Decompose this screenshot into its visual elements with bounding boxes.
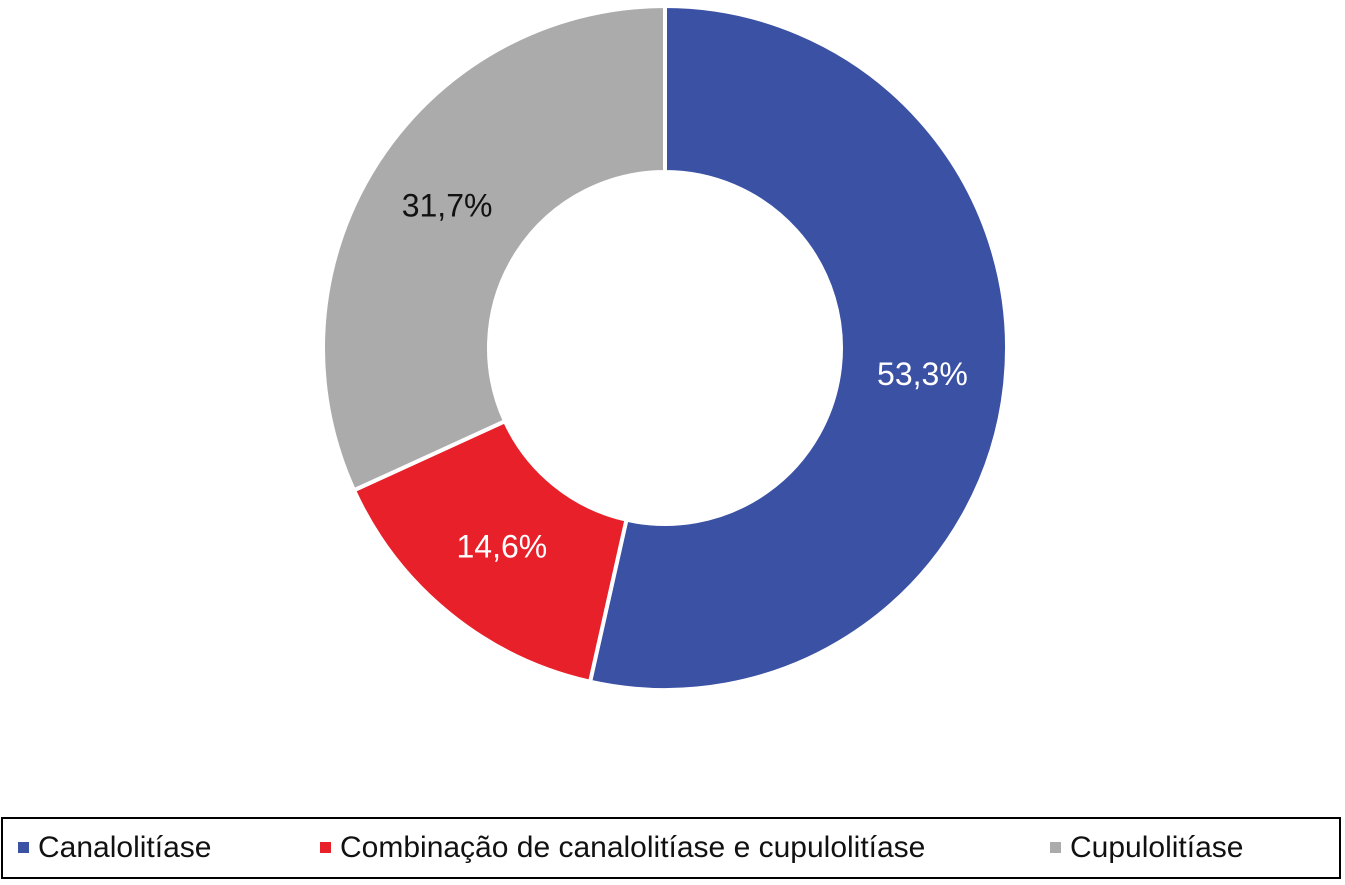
legend-label: Canalolitíase <box>38 831 211 864</box>
legend-marker <box>320 842 331 853</box>
donut-slice <box>321 3 667 493</box>
legend-label: Cupulolitíase <box>1070 831 1243 864</box>
legend-marker <box>1050 842 1061 853</box>
legend-label: Combinação de canalolitíase e cupulolití… <box>340 831 925 864</box>
donut-slice <box>587 3 1009 692</box>
data-label: 14,6% <box>457 529 548 565</box>
legend-box <box>1 817 1341 879</box>
data-label: 31,7% <box>402 187 493 223</box>
data-label: 53,3% <box>877 356 968 392</box>
donut-slice <box>351 418 629 685</box>
legend-marker <box>18 842 29 853</box>
